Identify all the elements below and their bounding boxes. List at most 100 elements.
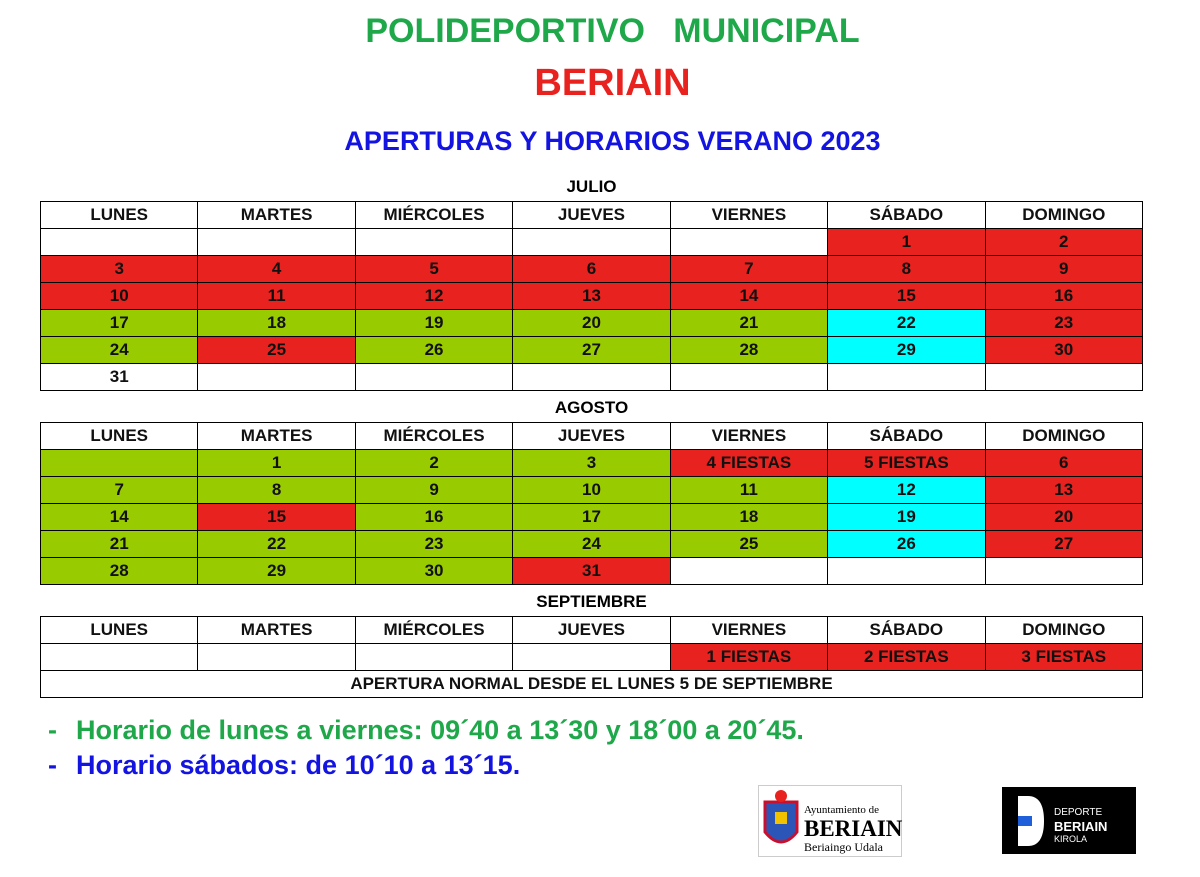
day-cell [354,228,514,256]
day-cell [354,363,514,391]
schedule-line: - Horario de lunes a viernes: 09´40 a 13´… [48,715,804,745]
day-cell: 6 [984,449,1144,477]
week-row: 1 FIESTAS 2 FIESTAS 3 FIESTAS [39,643,1144,671]
schedule-line: - Horario sábados: de 10´10 a 13´15. [48,750,521,780]
day-header: LUNES [39,422,199,450]
day-cell: 1 FIESTAS [669,643,829,671]
day-cell: 21 [39,530,199,558]
day-cell: 2 FIESTAS [827,643,986,671]
day-cell: 15 [827,282,986,310]
day-header: JUEVES [512,422,671,450]
day-cell [669,363,829,391]
day-cell: 3 FIESTAS [984,643,1144,671]
day-cell: 22 [827,309,986,337]
day-cell [827,557,986,585]
day-cell: 27 [984,530,1144,558]
week-row: 31 [39,363,1144,391]
title: POLIDEPORTIVO MUNICIPAL [365,12,860,50]
day-cell: 10 [512,476,671,504]
day-header: JUEVES [512,201,671,229]
day-cell [197,643,356,671]
day-cell: 14 [39,503,199,531]
day-cell: 17 [39,309,199,337]
day-cell [197,228,356,256]
day-cell: 28 [669,336,829,364]
schedule-text: Horario de lunes a viernes: 09´40 a 13´3… [76,715,804,745]
week-row: 28 29 30 31 [39,557,1144,585]
day-cell: 6 [512,255,671,283]
day-cell [39,228,199,256]
day-header: MARTES [197,616,356,644]
day-cell: 9 [984,255,1144,283]
day-cell: 24 [39,336,199,364]
day-cell: 12 [354,282,514,310]
day-cell: 3 [512,449,671,477]
day-cell: 29 [827,336,986,364]
day-header: MARTES [197,201,356,229]
day-header: SÁBADO [827,201,986,229]
month-label: SEPTIEMBRE [536,592,647,611]
day-cell: 12 [827,476,986,504]
day-cell: 21 [669,309,829,337]
day-cell: 25 [197,336,356,364]
day-cell: 20 [512,309,671,337]
month-table: LUNES MARTES MIÉRCOLES JUEVES VIERNES SÁBADO D… [39,422,1144,585]
month-table: LUNES MARTES MIÉRCOLES JUEVES VIERNES SÁBADO D… [39,616,1144,698]
day-cell: 10 [39,282,199,310]
day-cell: 4 FIESTAS [669,449,829,477]
day-cell: 7 [39,476,199,504]
day-cell: 23 [984,309,1144,337]
day-cell: 14 [669,282,829,310]
day-cell [512,363,671,391]
day-header-row: LUNES MARTES MIÉRCOLES JUEVES VIERNES SÁBADO D… [39,616,1144,644]
day-cell: 13 [512,282,671,310]
subtitle: APERTURAS Y HORARIOS VERANO 2023 [344,126,881,156]
day-cell: 24 [512,530,671,558]
week-row: 24 25 26 27 28 29 30 [39,336,1144,364]
day-cell: 18 [669,503,829,531]
day-header: VIERNES [669,616,829,644]
day-cell: 23 [354,530,514,558]
day-cell: 7 [669,255,829,283]
logo-deporte: DEPORTE BERIAIN KIROLA [1002,787,1136,854]
day-cell: 22 [197,530,356,558]
day-cell: 28 [39,557,199,585]
month-table: LUNES MARTES MIÉRCOLES JUEVES VIERNES SÁBADO D… [39,201,1144,391]
day-cell: 13 [984,476,1144,504]
day-cell: 5 [354,255,514,283]
day-cell: 11 [669,476,829,504]
town: BERIAIN [534,62,691,104]
day-cell: 1 [827,228,986,256]
day-header: MIÉRCOLES [354,201,514,229]
day-cell: 27 [512,336,671,364]
day-cell: 8 [197,476,356,504]
week-row: 14 15 16 17 18 19 20 [39,503,1144,531]
day-header: MIÉRCOLES [354,422,514,450]
week-row: 17 18 19 20 21 22 23 [39,309,1144,337]
day-header: LUNES [39,201,199,229]
day-cell [39,449,199,477]
day-cell: 26 [827,530,986,558]
day-cell: 16 [354,503,514,531]
day-cell: 19 [827,503,986,531]
month-label: AGOSTO [554,398,629,417]
day-cell [512,643,671,671]
day-header: JUEVES [512,616,671,644]
logo-text: DEPORTE [1054,807,1103,818]
note: APERTURA NORMAL DESDE EL LUNES 5 DE SEPT… [40,670,1143,698]
day-cell: 8 [827,255,986,283]
day-cell: 31 [512,557,671,585]
day-cell: 5 FIESTAS [827,449,986,477]
day-cell [984,363,1144,391]
day-cell: 11 [197,282,356,310]
logo-text: BERIAIN [1054,819,1108,834]
day-header-row: LUNES MARTES MIÉRCOLES JUEVES VIERNES SÁBADO D… [39,201,1144,229]
day-header: MARTES [197,422,356,450]
logo-text: KIROLA [1054,834,1088,844]
day-cell: 30 [354,557,514,585]
day-cell [669,557,829,585]
day-cell: 31 [39,363,199,391]
